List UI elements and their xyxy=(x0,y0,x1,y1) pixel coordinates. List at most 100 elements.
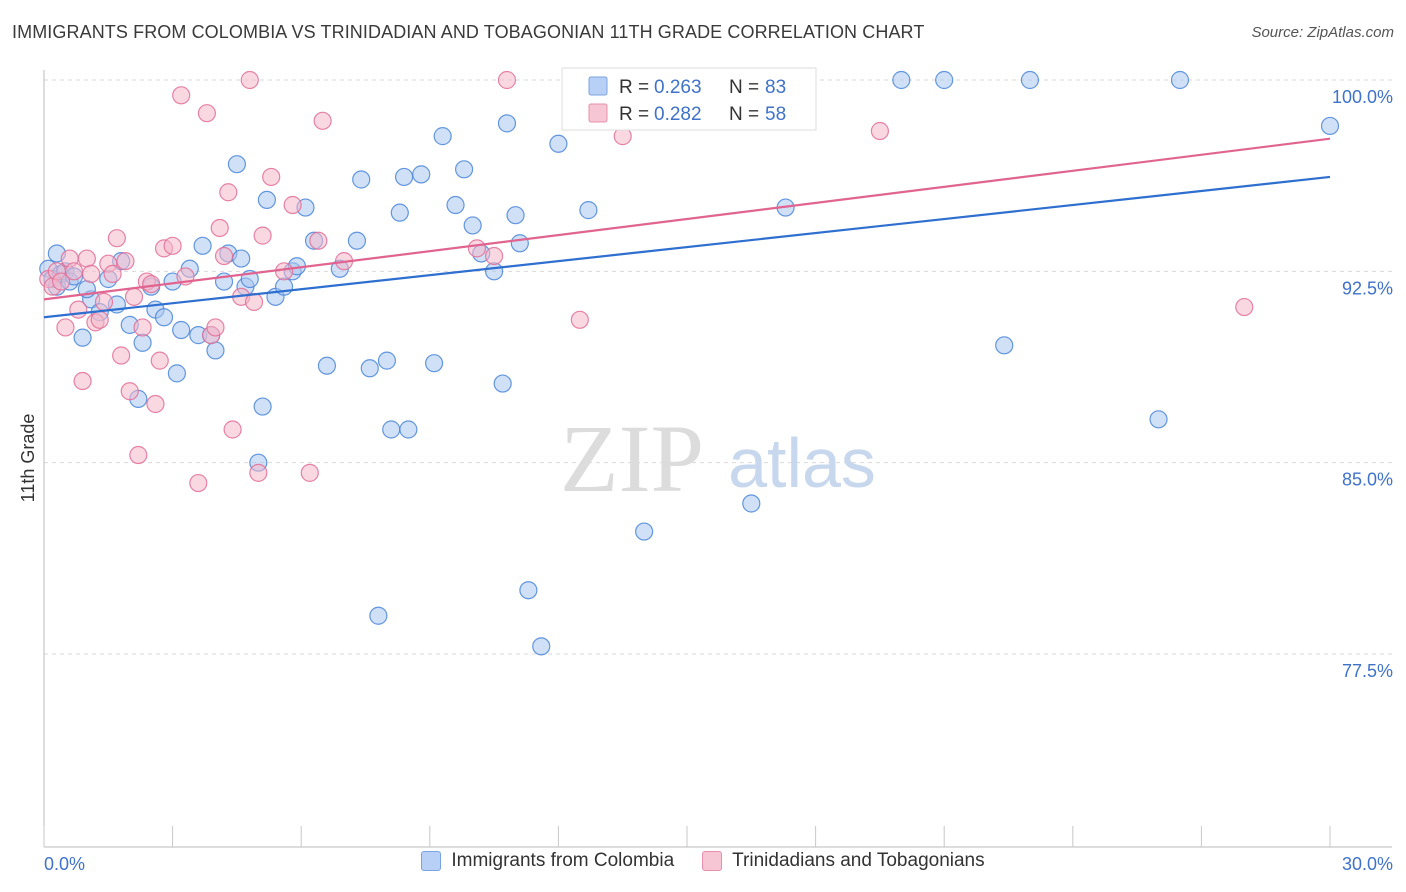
point-colombia xyxy=(382,420,401,439)
point-colombia xyxy=(935,70,954,90)
point-colombia xyxy=(227,155,246,174)
point-trinidad xyxy=(223,420,242,439)
y-tick-label: 92.5% xyxy=(1342,278,1393,298)
point-trinidad xyxy=(52,272,71,291)
point-trinidad xyxy=(497,70,517,90)
chart-source: Source: ZipAtlas.com xyxy=(1251,24,1394,41)
point-colombia xyxy=(1170,70,1190,90)
point-colombia xyxy=(446,195,465,215)
point-trinidad xyxy=(112,346,131,365)
point-colombia xyxy=(635,522,654,541)
point-colombia xyxy=(377,351,397,370)
point-trinidad xyxy=(249,463,268,482)
legend-swatch-trinidad xyxy=(702,851,723,871)
point-trinidad xyxy=(64,262,84,281)
point-trinidad xyxy=(107,229,126,248)
legend-n-label-1: N = xyxy=(729,77,759,98)
stats-legend: R = 0.263 N = 83 R = 0.282 N = 58 xyxy=(561,67,817,131)
grid-layer xyxy=(44,79,1392,655)
point-trinidad xyxy=(146,394,165,414)
point-trinidad xyxy=(116,252,135,271)
x-tick-label-max: 30.0% xyxy=(1342,854,1393,874)
y-axis-title: 11th Grade xyxy=(18,414,38,503)
data-points xyxy=(39,70,1340,656)
trend-line-trinidad xyxy=(43,137,1331,301)
point-colombia xyxy=(352,170,371,189)
point-colombia xyxy=(1149,410,1168,429)
legend-r-label-1: R = xyxy=(619,77,649,98)
point-colombia xyxy=(892,70,911,90)
point-colombia xyxy=(519,581,538,600)
watermark: ZIP atlas xyxy=(560,405,876,512)
legend-swatch-blue xyxy=(588,76,608,96)
point-colombia xyxy=(532,637,551,656)
point-trinidad xyxy=(1235,297,1254,317)
point-colombia xyxy=(579,201,598,220)
point-trinidad xyxy=(309,231,328,250)
point-colombia xyxy=(172,320,191,340)
point-colombia xyxy=(390,203,409,222)
point-trinidad xyxy=(197,104,216,123)
legend-n-value-2: 58 xyxy=(765,104,786,125)
point-trinidad xyxy=(150,351,169,370)
point-colombia xyxy=(549,134,568,153)
point-trinidad xyxy=(206,318,225,337)
point-trinidad xyxy=(133,318,152,337)
point-colombia xyxy=(506,206,525,225)
point-trinidad xyxy=(56,318,75,337)
point-trinidad xyxy=(240,70,259,90)
point-trinidad xyxy=(253,226,272,245)
point-colombia xyxy=(73,328,92,347)
point-colombia xyxy=(257,190,277,210)
point-trinidad xyxy=(467,239,487,258)
point-colombia xyxy=(485,262,504,281)
point-colombia xyxy=(167,364,186,383)
legend-n-value-1: 83 xyxy=(765,77,786,98)
bottom-legend: Immigrants from Colombia Trinidadians an… xyxy=(0,850,1406,872)
point-colombia xyxy=(133,333,152,352)
point-trinidad xyxy=(300,463,319,482)
point-trinidad xyxy=(262,167,281,187)
point-trinidad xyxy=(219,183,238,202)
point-colombia xyxy=(317,356,337,375)
legend-label-trinidad: Trinidadians and Tobagonians xyxy=(732,850,985,871)
legend-r-value-2: 0.282 xyxy=(654,104,702,125)
point-colombia xyxy=(1020,70,1040,90)
point-colombia xyxy=(193,236,212,255)
point-trinidad xyxy=(214,246,234,266)
point-trinidad xyxy=(142,274,161,294)
point-colombia xyxy=(232,249,251,268)
trend-line-colombia xyxy=(43,175,1331,319)
point-trinidad xyxy=(172,86,191,105)
y-tick-label: 77.5% xyxy=(1342,661,1393,681)
legend-swatch-colombia xyxy=(421,851,442,871)
point-trinidad xyxy=(274,262,294,281)
point-colombia xyxy=(995,336,1014,355)
point-trinidad xyxy=(124,287,144,306)
point-trinidad xyxy=(77,249,96,268)
point-colombia xyxy=(369,606,388,625)
legend-item-colombia[interactable]: Immigrants from Colombia xyxy=(421,850,674,872)
point-trinidad xyxy=(90,310,109,329)
point-trinidad xyxy=(283,195,302,215)
point-colombia xyxy=(347,231,367,250)
legend-r-label-2: R = xyxy=(619,104,649,125)
point-colombia xyxy=(1320,116,1340,136)
point-colombia xyxy=(412,165,431,184)
point-trinidad xyxy=(69,300,88,319)
point-colombia xyxy=(253,397,272,416)
point-colombia xyxy=(742,494,761,513)
point-trinidad xyxy=(94,292,114,312)
legend-item-trinidad[interactable]: Trinidadians and Tobagonians xyxy=(702,850,985,872)
x-tick-label-min: 0.0% xyxy=(44,854,85,874)
point-colombia xyxy=(360,359,379,378)
point-trinidad xyxy=(129,445,148,465)
legend-swatch-pink xyxy=(588,103,608,123)
point-trinidad xyxy=(82,264,101,283)
y-tick-label: 100.0% xyxy=(1332,87,1393,107)
point-colombia xyxy=(497,114,517,133)
point-trinidad xyxy=(485,246,504,266)
chart-title: IMMIGRANTS FROM COLOMBIA VS TRINIDADIAN … xyxy=(12,22,925,42)
point-colombia xyxy=(206,341,225,360)
